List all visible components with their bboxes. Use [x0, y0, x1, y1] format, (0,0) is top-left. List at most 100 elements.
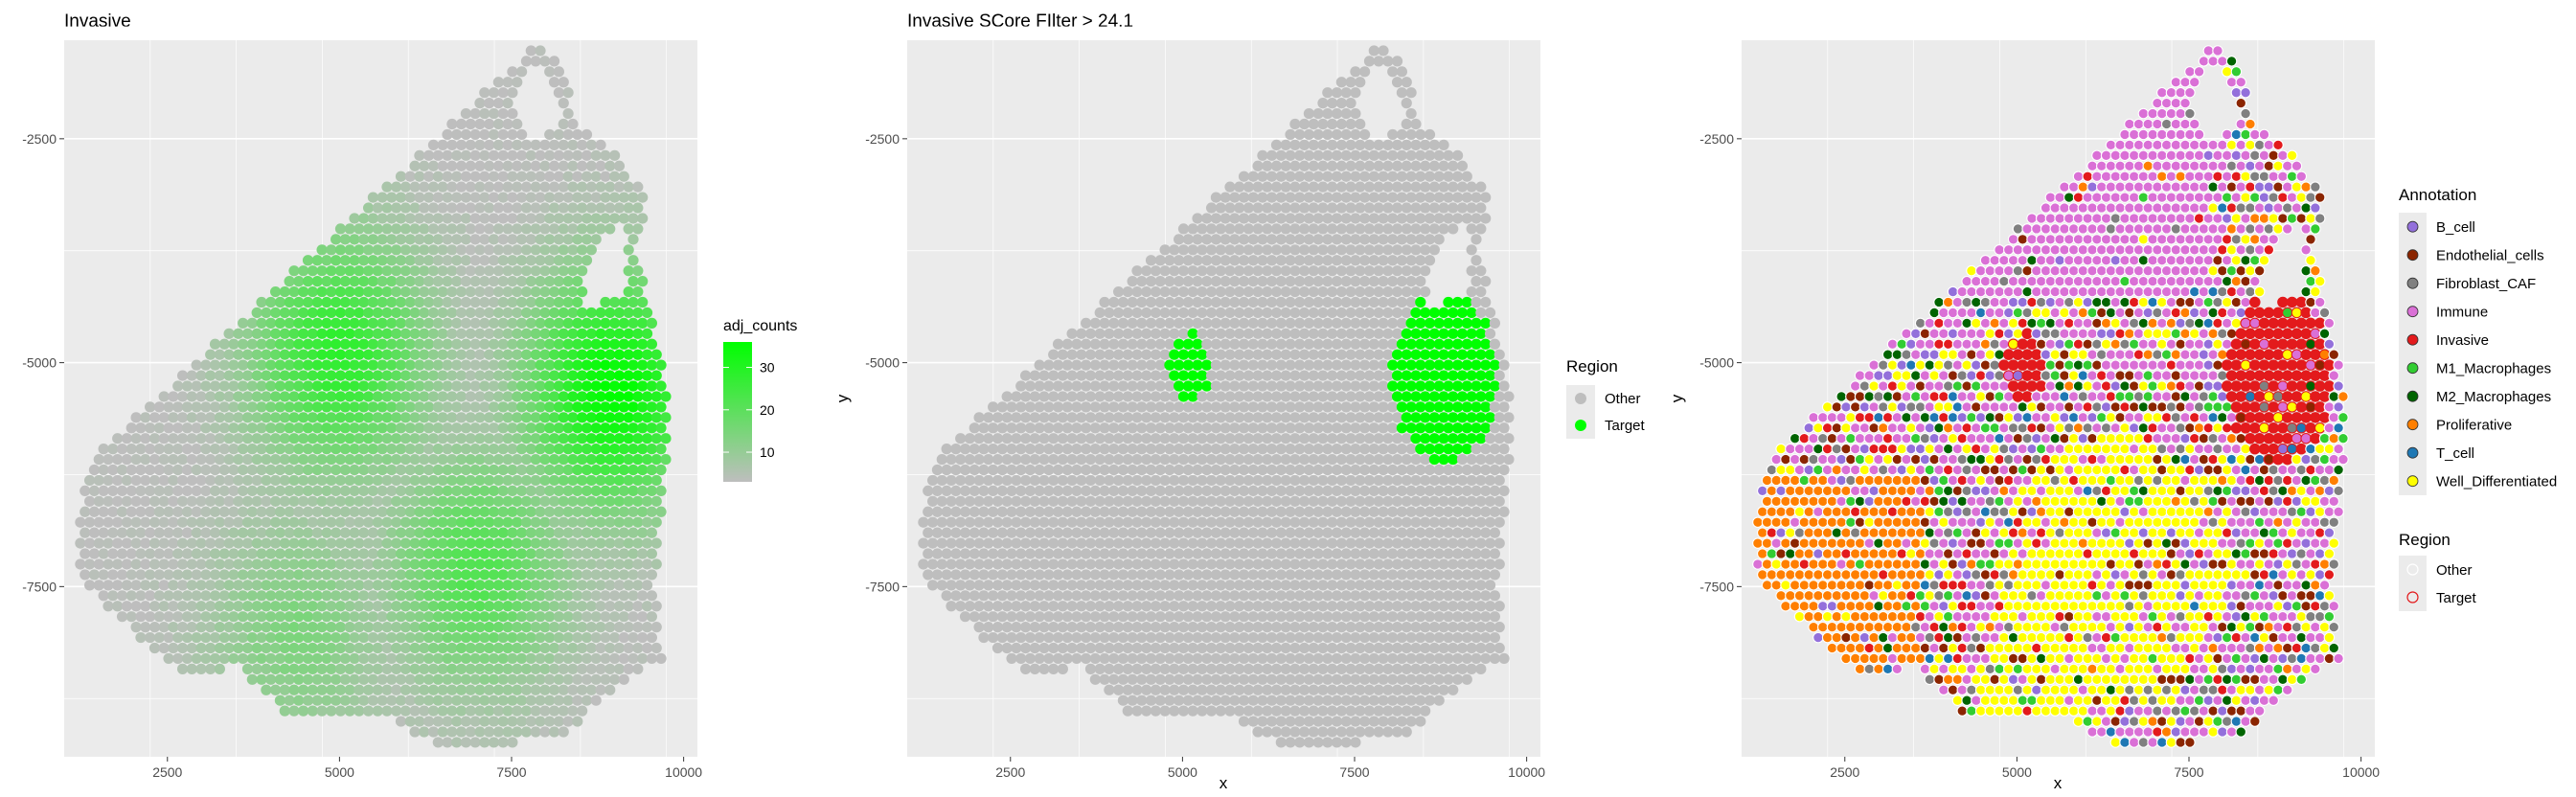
spot	[256, 317, 267, 329]
spot	[214, 433, 225, 444]
spot	[158, 433, 170, 444]
spot	[80, 548, 91, 559]
spot	[525, 548, 536, 559]
spot	[238, 359, 249, 371]
spot	[256, 380, 267, 392]
spot-other	[1159, 391, 1171, 402]
spot-other	[1498, 359, 1510, 371]
spot-other	[1084, 558, 1097, 570]
spot	[284, 296, 295, 308]
spot	[223, 642, 235, 654]
spot-other	[1378, 527, 1389, 538]
spot-other	[926, 474, 939, 487]
spot-other	[1415, 234, 1426, 245]
spot-other	[1355, 244, 1366, 256]
spot	[186, 663, 197, 674]
spot-other	[1480, 485, 1492, 496]
spot-other	[1081, 527, 1092, 538]
spot	[437, 244, 448, 256]
spot-other	[1224, 516, 1236, 528]
spot	[423, 548, 435, 559]
spot-other	[1247, 485, 1259, 496]
spot-other	[1378, 296, 1389, 308]
spot-other	[1084, 328, 1097, 339]
spot	[492, 307, 504, 319]
spot	[512, 202, 523, 214]
spot	[214, 370, 225, 381]
spot	[558, 244, 569, 256]
spot-other	[1159, 328, 1171, 339]
spot-other	[1368, 276, 1379, 287]
spot	[465, 516, 476, 528]
spot	[284, 422, 295, 434]
spot	[381, 412, 393, 423]
spot-other	[1289, 474, 1301, 487]
spot-other	[1122, 495, 1133, 507]
spot	[585, 391, 597, 402]
spot-other	[1104, 307, 1115, 319]
spot	[479, 87, 490, 99]
spot	[395, 213, 407, 224]
spot	[507, 590, 518, 602]
spot-target	[1456, 370, 1469, 381]
spot	[525, 444, 536, 455]
spot-other	[1034, 359, 1045, 371]
spot	[632, 349, 644, 360]
spot	[172, 569, 184, 581]
spot	[214, 453, 225, 466]
spot	[148, 537, 161, 549]
spot	[311, 401, 323, 413]
spot-other	[1131, 495, 1143, 507]
spot	[507, 276, 518, 287]
spot-other	[1234, 370, 1245, 381]
spot	[446, 181, 458, 193]
spot	[311, 652, 323, 665]
spot-other	[1262, 412, 1273, 423]
spot	[539, 307, 551, 319]
spot-other	[1489, 338, 1501, 350]
panel-score-filter: Invasive SCore FIlter > 24.1 2500 5000 7…	[833, 11, 1646, 792]
spot	[233, 580, 244, 591]
spot-other	[1285, 359, 1296, 371]
spot-other	[1285, 422, 1296, 434]
spot	[246, 569, 258, 581]
spot	[376, 213, 388, 224]
spot	[349, 611, 360, 623]
spot	[502, 601, 513, 612]
spot-other	[1177, 516, 1190, 528]
spot-other	[1192, 317, 1203, 329]
spot-other	[1145, 548, 1157, 559]
spot-other	[1312, 444, 1324, 455]
spot	[595, 558, 606, 570]
spot	[256, 527, 267, 538]
spot-target	[1438, 433, 1449, 444]
spot-other	[1382, 474, 1394, 487]
spot	[623, 202, 634, 214]
spot-other	[1247, 213, 1259, 224]
spot	[474, 328, 486, 339]
spot-other	[1285, 527, 1296, 538]
spot-other	[1011, 601, 1022, 612]
spot	[507, 631, 518, 644]
spot-other	[1359, 213, 1371, 224]
spot	[261, 349, 272, 360]
spot	[507, 401, 518, 413]
spot	[502, 558, 513, 570]
spot	[349, 234, 360, 245]
spot	[455, 474, 467, 487]
spot	[339, 611, 351, 623]
spot	[484, 160, 495, 171]
spot	[484, 705, 495, 717]
spot-other	[1234, 558, 1245, 570]
spot-other	[1466, 244, 1477, 256]
spot-other	[1285, 506, 1296, 517]
spot	[274, 338, 286, 350]
spot-other	[1322, 485, 1334, 496]
spot	[241, 370, 254, 381]
spot-target	[1401, 328, 1412, 339]
spot-other	[1242, 202, 1254, 214]
spot	[427, 453, 440, 466]
spot-other	[1262, 160, 1273, 171]
spot	[414, 444, 425, 455]
spot-other	[1327, 160, 1338, 171]
